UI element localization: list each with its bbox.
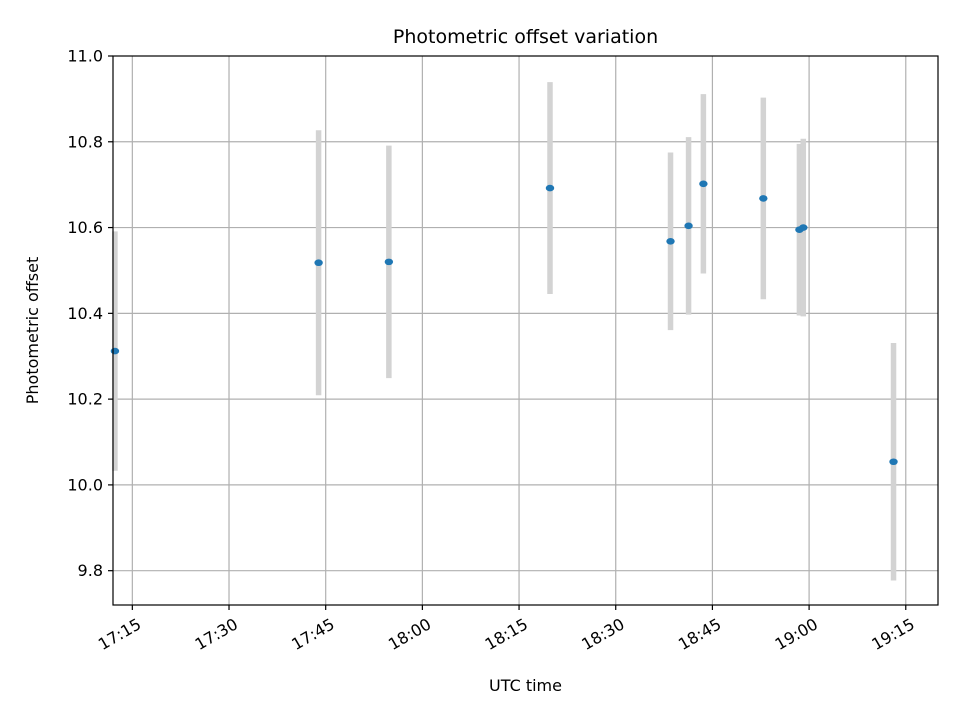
- y-tick-label: 10.2: [67, 390, 103, 409]
- chart-title: Photometric offset variation: [393, 26, 658, 48]
- x-axis-label: UTC time: [489, 676, 562, 695]
- y-tick-label: 9.8: [78, 561, 103, 580]
- x-tick-label: 19:15: [868, 614, 917, 654]
- error-bars: [112, 82, 897, 581]
- x-axis-ticks: 17:15 17:30 17:45 18:00 18:15 18:30 18:45 19:00…: [95, 605, 918, 654]
- data-point: [666, 237, 675, 245]
- data-point: [684, 222, 693, 230]
- x-tick-label: 18:00: [385, 614, 434, 654]
- data-point: [545, 184, 555, 192]
- data-point: [759, 195, 768, 202]
- x-tick-label: 18:30: [578, 614, 627, 654]
- y-tick-label: 10.0: [67, 475, 103, 494]
- data-point: [699, 180, 708, 188]
- data-points: [110, 180, 898, 466]
- x-tick-label: 17:45: [288, 614, 337, 654]
- plot-frame: [112, 55, 939, 606]
- data-point: [384, 258, 394, 266]
- x-tick-label: 19:00: [772, 614, 821, 654]
- data-point: [314, 259, 323, 267]
- x-tick-label: 17:15: [95, 614, 144, 654]
- x-tick-label: 17:30: [192, 614, 241, 654]
- y-tick-label: 10.8: [67, 132, 103, 151]
- data-point: [110, 347, 120, 355]
- y-axis-label: Photometric offset: [23, 257, 42, 405]
- y-axis-ticks: 9.8 10.0 10.2 10.4 10.6 10.8 11.0: [67, 47, 113, 580]
- y-tick-label: 11.0: [67, 47, 103, 66]
- data-point: [799, 224, 808, 231]
- y-tick-label: 10.6: [67, 218, 103, 237]
- x-tick-label: 18:45: [675, 614, 724, 654]
- grid-lines: [113, 56, 938, 605]
- y-tick-label: 10.4: [67, 304, 103, 323]
- x-tick-label: 18:15: [482, 614, 531, 654]
- data-point: [889, 458, 898, 466]
